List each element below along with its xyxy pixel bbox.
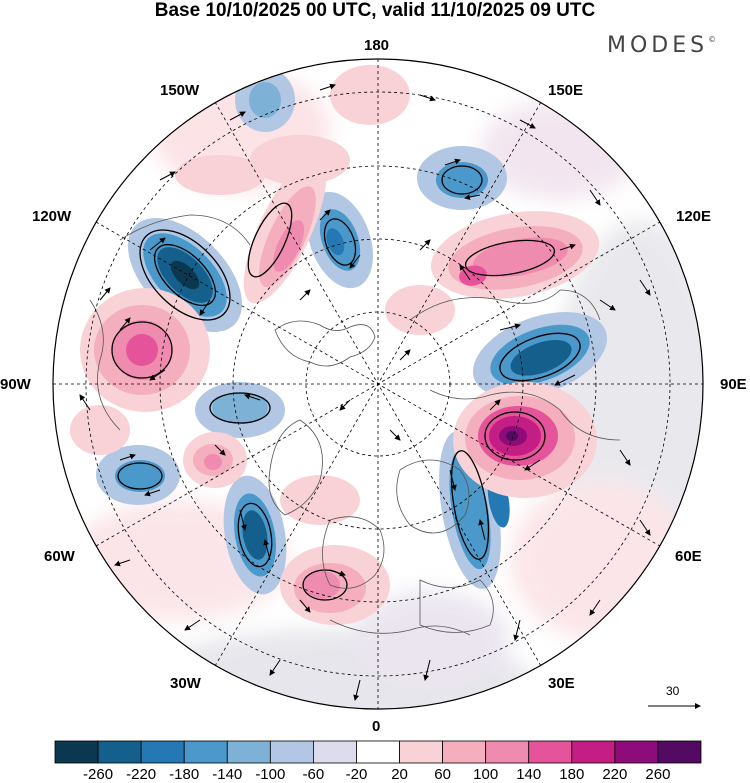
colorbar-swatch [140,740,185,764]
colorbar-swatch [183,740,228,764]
lon-label-180: 180 [364,37,390,54]
brand-text: MODES [607,33,709,58]
colorbar-swatch [269,740,314,764]
lon-label-120e: 120E [676,208,712,225]
anomaly-low-2 [472,312,608,398]
colorbar-tick-label: -100 [255,766,286,783]
colorbar-tick-label: 60 [434,766,451,783]
anomaly-high-7 [250,65,455,525]
lon-label-0: 0 [372,718,381,735]
map-border [52,58,704,710]
anomaly-low-7 [195,382,285,438]
colorbar-swatch [571,740,616,764]
colorbar-tick-label: -60 [302,766,325,783]
lon-label-150e: 150E [548,82,584,99]
map-title: Base 10/10/2025 00 UTC, valid 11/10/2025… [154,0,596,21]
lon-label-120w: 120W [32,208,72,225]
lon-label-90w: 90W [0,376,31,393]
colorbar-swatch [97,740,142,764]
reference-vector-label: 30 [666,684,680,698]
colorbar-swatch [54,740,99,764]
graticule [53,59,703,709]
anomaly-high-3 [453,382,597,498]
anomaly-high-2 [430,211,600,299]
colorbar-tick-label: -20 [345,766,368,783]
anomaly-low-6 [417,146,507,210]
wind-vectors [79,83,651,701]
lon-label-150w: 150W [160,82,200,99]
lon-label-90e: 90E [720,376,747,393]
anomaly-low-4 [223,475,287,595]
colorbar-swatch [442,740,487,764]
colorbar-swatch [485,740,530,764]
colorbar-swatch [528,740,573,764]
colorbar-tick-label: -220 [126,766,157,783]
anomaly-high-5 [280,545,390,625]
lon-label-60w: 60W [44,548,75,565]
anomaly-high-6 [183,432,247,488]
colorbar-tick-label: 220 [602,766,628,783]
map-disc [53,59,703,709]
contour-lines [111,165,581,601]
anomaly-high-8 [70,155,265,455]
colorbar-tick-label: -180 [169,766,200,783]
anomaly-high-1 [80,288,210,412]
anomaly-low-1 [127,217,243,333]
colorbar-tick-label: 180 [559,766,585,783]
anomaly-low-8 [96,445,180,505]
colorbar-tick-label: -140 [212,766,243,783]
colorbar-swatch [614,740,659,764]
colorbar-swatch [399,740,443,764]
colorbar-swatch [226,740,271,764]
colorbar-tick-label: 260 [645,766,671,783]
colorbar-tick-label: 100 [473,766,499,783]
lon-label-30w: 30W [170,675,201,692]
colorbar-swatch [657,740,702,764]
colorbar [54,740,702,764]
lon-label-60e: 60E [675,548,702,565]
colorbar-tick-label: 20 [391,766,408,783]
anomaly-low-9 [235,68,295,132]
colorbar-swatch [356,740,400,764]
coastlines [89,214,621,636]
lon-label-30e: 30E [548,675,575,692]
colorbar-swatch [312,740,357,764]
brand-logo: MODES© [607,33,716,58]
copyright-mark: © [708,35,717,44]
colorbar-tick-label: 140 [516,766,542,783]
colorbar-tick-label: -260 [83,766,114,783]
